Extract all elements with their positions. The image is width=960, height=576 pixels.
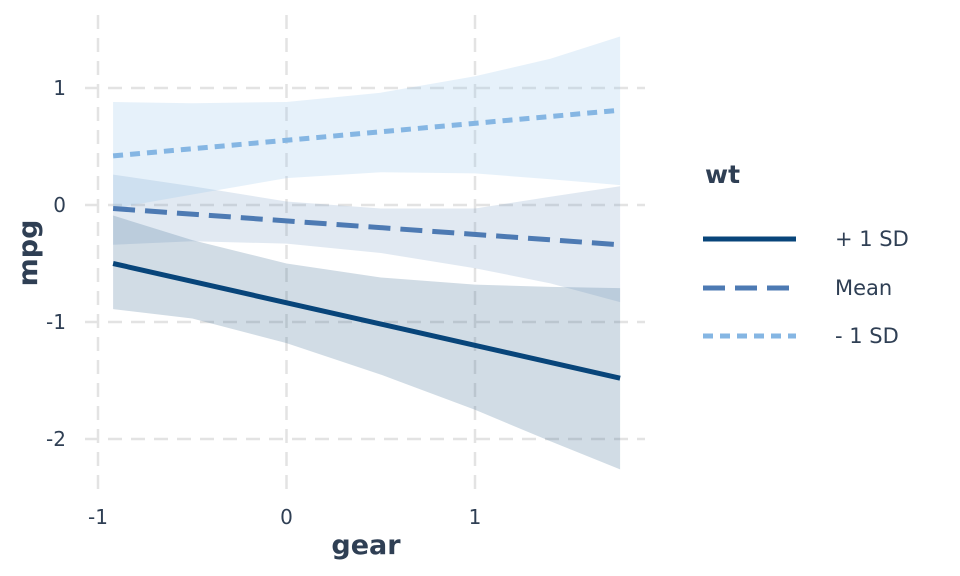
confidence-bands bbox=[113, 36, 621, 470]
y-tick-label-3: 1 bbox=[53, 76, 66, 100]
series-line-2 bbox=[112, 206, 621, 248]
y-tick-label-2: 0 bbox=[53, 193, 66, 217]
series-lines bbox=[112, 107, 621, 381]
ci-band-2 bbox=[113, 174, 621, 303]
legend: wt + 1 SD Mean - 1 SD bbox=[703, 160, 909, 348]
x-axis-title: gear bbox=[331, 530, 401, 561]
series-line-1 bbox=[112, 261, 621, 381]
legend-label-2: Mean bbox=[835, 276, 892, 300]
y-tick-label-0: -2 bbox=[46, 427, 66, 451]
x-tick-label-1: 0 bbox=[280, 505, 293, 529]
legend-label-3: - 1 SD bbox=[835, 324, 899, 348]
legend-items: + 1 SD Mean - 1 SD bbox=[703, 227, 909, 348]
legend-label-1: + 1 SD bbox=[835, 227, 909, 251]
x-tick-label-2: 1 bbox=[469, 505, 482, 529]
y-tick-label-1: -1 bbox=[46, 310, 66, 334]
ci-band-3 bbox=[113, 36, 621, 209]
x-tick-label-0: -1 bbox=[88, 505, 108, 529]
ci-band-1 bbox=[113, 215, 621, 470]
tick-labels: -1 0 1 -2 -1 0 1 bbox=[46, 76, 481, 529]
y-axis-title: mpg bbox=[13, 220, 44, 287]
legend-title: wt bbox=[705, 160, 740, 189]
